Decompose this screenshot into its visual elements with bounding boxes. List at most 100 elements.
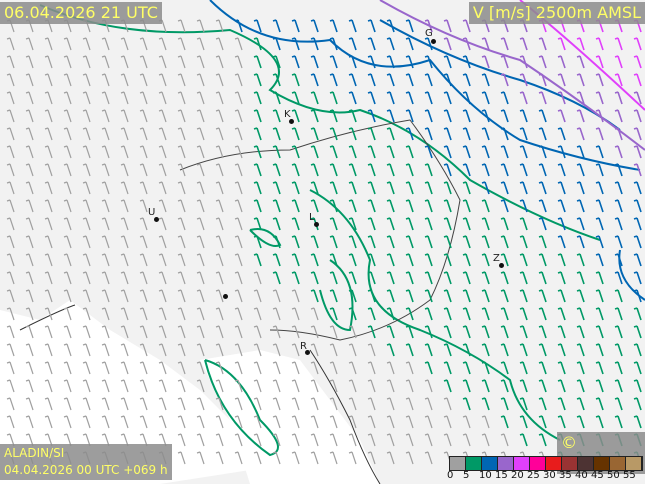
wind-barb [405, 109, 414, 123]
wind-barb [557, 109, 566, 123]
wind-barb [500, 181, 509, 195]
wind-barb [595, 73, 604, 87]
wind-barb [329, 253, 338, 267]
wind-barb [481, 253, 490, 267]
wind-barb [424, 415, 433, 429]
wind-barb [557, 343, 566, 357]
wind-barb [538, 73, 547, 87]
wind-barb [633, 163, 642, 177]
wind-barb [424, 73, 433, 87]
wind-barb [633, 127, 642, 141]
wind-barb [424, 343, 433, 357]
wind-barb [405, 127, 414, 141]
wind-barb [538, 397, 547, 411]
wind-barb [576, 343, 585, 357]
wind-barb [557, 361, 566, 375]
wind-barb [6, 163, 15, 177]
wind-barb [139, 181, 148, 195]
wind-barb [367, 55, 376, 69]
wind-barb [633, 145, 642, 159]
wind-barb [196, 145, 205, 159]
wind-barb [443, 433, 452, 447]
wind-barb [234, 379, 243, 393]
wind-barb [443, 289, 452, 303]
wind-barb [424, 235, 433, 249]
wind-barb [196, 217, 205, 231]
wind-barb [538, 91, 547, 105]
wind-barb [82, 37, 91, 51]
wind-barb [595, 199, 604, 213]
wind-barb [538, 271, 547, 285]
wind-barb [25, 361, 34, 375]
wind-barb [63, 289, 72, 303]
wind-barb [614, 325, 623, 339]
wind-barb [215, 109, 224, 123]
wind-barb [215, 127, 224, 141]
wind-barb [500, 253, 509, 267]
wind-barb [44, 307, 53, 321]
wind-barb [576, 91, 585, 105]
wind-barb [101, 397, 110, 411]
wind-barb [329, 199, 338, 213]
wind-barb [234, 199, 243, 213]
wind-barb [614, 37, 623, 51]
legend-swatch [514, 457, 530, 470]
legend-tick: 35 [559, 470, 572, 481]
wind-barb [367, 235, 376, 249]
wind-barb [386, 145, 395, 159]
wind-barb [519, 37, 528, 51]
wind-barb [139, 415, 148, 429]
wind-barb [538, 253, 547, 267]
wind-barb [158, 361, 167, 375]
wind-barb [291, 361, 300, 375]
wind-barb [538, 307, 547, 321]
wind-barb [424, 181, 433, 195]
wind-barb [576, 397, 585, 411]
wind-barb [310, 235, 319, 249]
wind-barb [329, 397, 338, 411]
wind-barb [367, 217, 376, 231]
wind-barb [557, 271, 566, 285]
wind-barb [101, 91, 110, 105]
wind-barb [196, 307, 205, 321]
wind-barb [215, 361, 224, 375]
wind-barb [196, 109, 205, 123]
wind-barb [82, 307, 91, 321]
wind-barb [215, 451, 224, 465]
wind-barb [348, 181, 357, 195]
wind-barb [538, 343, 547, 357]
wind-barb [196, 397, 205, 411]
wind-barb [63, 343, 72, 357]
wind-barb [44, 289, 53, 303]
wind-barb [519, 397, 528, 411]
wind-barb [196, 289, 205, 303]
wind-barb [595, 325, 604, 339]
wind-barb [595, 217, 604, 231]
wind-barb [310, 163, 319, 177]
wind-barb [424, 307, 433, 321]
wind-barb [177, 91, 186, 105]
wind-barb [576, 109, 585, 123]
wind-barb [120, 307, 129, 321]
wind-barb [595, 55, 604, 69]
wind-barb [329, 127, 338, 141]
wind-barb [310, 55, 319, 69]
wind-barb [614, 271, 623, 285]
wind-barb [120, 217, 129, 231]
wind-barb [101, 217, 110, 231]
wind-barb [348, 325, 357, 339]
wind-barb [63, 181, 72, 195]
isotach-15 [379, 0, 645, 151]
wind-barb [576, 55, 585, 69]
wind-barb [500, 415, 509, 429]
wind-barb [481, 217, 490, 231]
wind-barb [462, 433, 471, 447]
wind-barb [595, 235, 604, 249]
wind-barb [557, 145, 566, 159]
wind-barb [234, 271, 243, 285]
wind-barb [215, 145, 224, 159]
wind-barb [500, 343, 509, 357]
wind-barb [367, 109, 376, 123]
wind-barb [120, 343, 129, 357]
wind-barb [424, 55, 433, 69]
